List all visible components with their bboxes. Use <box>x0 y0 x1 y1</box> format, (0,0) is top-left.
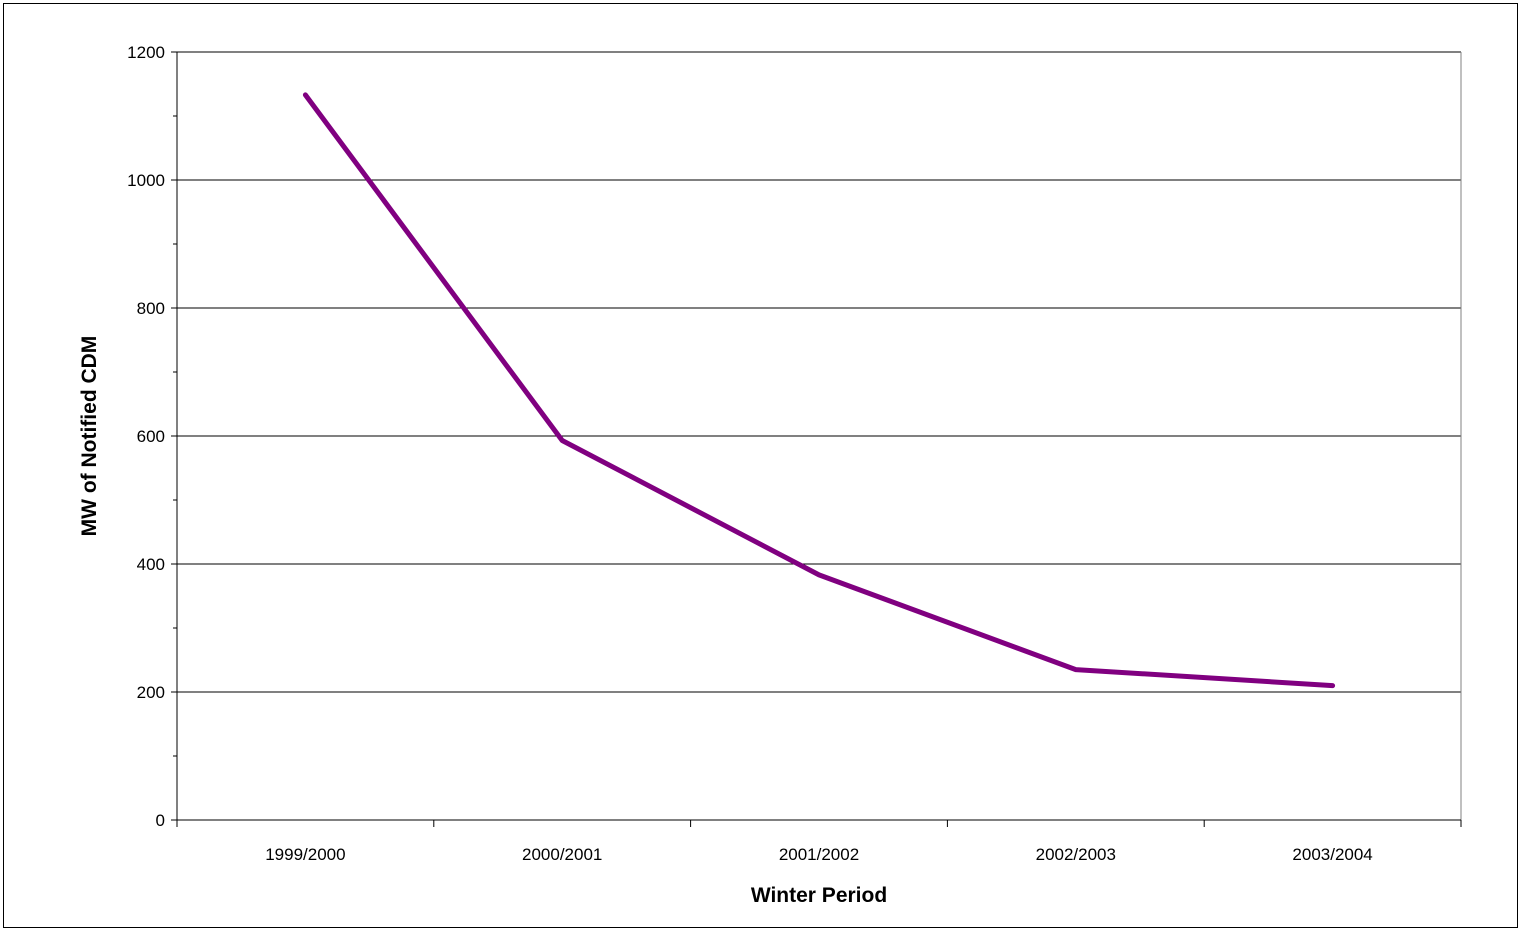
y-tick-label: 1000 <box>127 171 165 190</box>
x-tick-label: 2002/2003 <box>1036 845 1116 864</box>
y-axis-title: MW of Notified CDM <box>78 336 101 537</box>
x-tick-label: 2001/2002 <box>779 845 859 864</box>
chart-frame <box>3 3 1518 928</box>
x-tick-label: 2000/2001 <box>522 845 602 864</box>
y-tick-label: 200 <box>137 683 165 702</box>
x-axis-ticks: 1999/2000 2000/2001 2001/2002 2002/2003 2003… <box>176 820 1462 864</box>
y-tick-label: 1200 <box>127 43 165 62</box>
x-axis-title: Winter Period <box>751 884 887 907</box>
x-tick-label: 2003/2004 <box>1292 845 1372 864</box>
y-tick-label: 400 <box>137 555 165 574</box>
y-tick-label: 800 <box>137 299 165 318</box>
series-line <box>302 92 1336 689</box>
y-tick-label: 600 <box>137 427 165 446</box>
y-tick-label: 0 <box>156 811 165 830</box>
x-tick-label: 1999/2000 <box>265 845 345 864</box>
gridlines <box>177 51 1461 693</box>
y-axis-ticks: 0 200 400 600 800 1000 1200 <box>127 43 177 830</box>
series-layer <box>302 92 1336 689</box>
